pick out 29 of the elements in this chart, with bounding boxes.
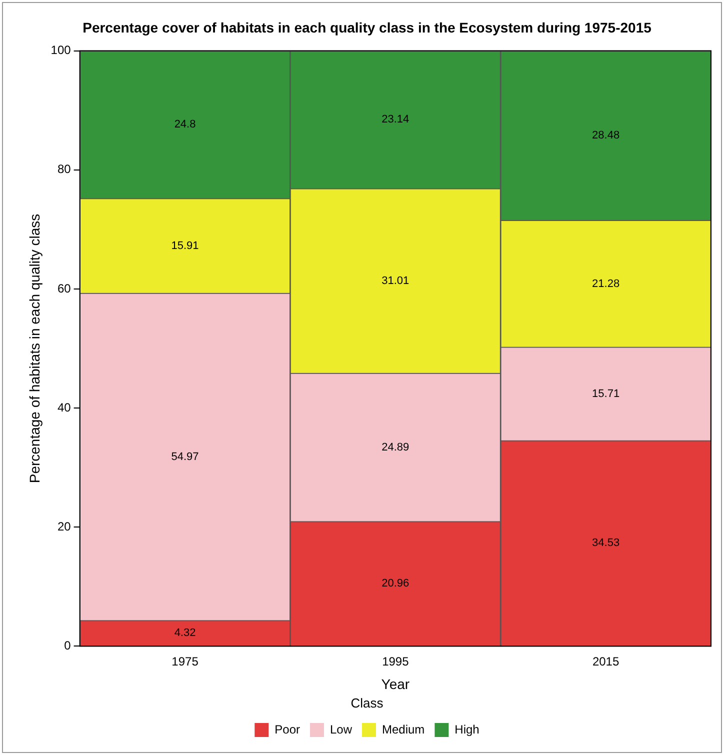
data-label: 15.71 bbox=[592, 388, 620, 400]
data-label: 28.48 bbox=[592, 130, 620, 142]
data-label: 15.91 bbox=[171, 240, 199, 252]
data-label: 4.32 bbox=[174, 627, 196, 640]
data-label: 24.8 bbox=[174, 118, 196, 131]
y-tick-label: 20 bbox=[57, 519, 72, 534]
data-label: 54.97 bbox=[171, 450, 199, 463]
data-label: 23.14 bbox=[382, 114, 410, 126]
y-tick-label: 60 bbox=[57, 281, 72, 296]
data-label: 34.53 bbox=[592, 537, 620, 550]
x-tick-label: 1975 bbox=[172, 654, 199, 669]
y-tick-label: 0 bbox=[64, 638, 72, 653]
y-tick-label: 40 bbox=[57, 400, 72, 414]
x-axis-title: Year bbox=[381, 676, 410, 692]
legend-title: Class bbox=[350, 695, 384, 710]
legend-label: High bbox=[454, 722, 480, 736]
y-tick-label: 100 bbox=[50, 43, 72, 58]
legend-label: Low bbox=[330, 722, 352, 736]
chart-title: Percentage cover of habitats in each quality class in the Ecosystem during 1975-2015 bbox=[82, 19, 652, 36]
x-tick-label: 2015 bbox=[592, 654, 620, 669]
data-label: 20.96 bbox=[382, 578, 410, 590]
x-tick-label: 1995 bbox=[382, 654, 410, 669]
y-tick-label: 80 bbox=[57, 162, 72, 176]
data-label: 24.89 bbox=[382, 441, 410, 454]
legend-label: Poor bbox=[274, 722, 300, 736]
data-label: 21.28 bbox=[592, 278, 620, 290]
data-label: 31.01 bbox=[382, 274, 410, 287]
legend-label: Medium bbox=[382, 722, 425, 736]
y-axis-title: Percentage of habitats in each quality class bbox=[26, 214, 42, 484]
